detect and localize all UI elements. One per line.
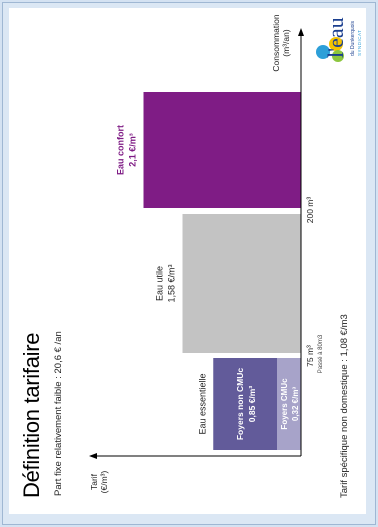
value-foyers-cmuc: 0,32 €/m³ xyxy=(291,387,300,422)
bar-eau-confort xyxy=(143,92,301,208)
x-tick-note: Passé à 80m3 xyxy=(318,334,324,373)
logo-icon xyxy=(316,37,344,62)
y-axis-arrow xyxy=(89,453,97,459)
tier-label-essentielle: Eau essentielle xyxy=(197,373,207,434)
tariff-chart: Foyers non CMUc 0,85 €/m³ Foyers CMUc 0,32 … xyxy=(89,28,324,459)
bar-eau-utile xyxy=(182,214,301,353)
slide-content: Définition tarifaire Part fixe relativem… xyxy=(9,8,366,514)
logo-dot-blue xyxy=(316,45,330,59)
logo-subtitle: du Dunkerquois xyxy=(350,20,356,56)
slide: Définition tarifaire Part fixe relativem… xyxy=(9,8,366,514)
bar-foyers-non-cmuc xyxy=(213,358,277,450)
logo-dot-yellow xyxy=(329,37,343,51)
logo-text: l'eau xyxy=(323,17,348,58)
x-axis-arrow xyxy=(298,28,304,36)
tier-price-confort: 2,1 €/m³ xyxy=(128,133,138,167)
footer-note: Tarif spécifique non domestique : 1,08 €… xyxy=(339,314,350,498)
label-foyers-cmuc: Foyers CMUc xyxy=(280,378,289,430)
tier-label-confort: Eau confort xyxy=(116,125,126,175)
tier-label-utile: Eau utile xyxy=(155,266,165,301)
logo-caption: SYNDICAT xyxy=(357,29,362,56)
tier-price-utile: 1,58 €/m³ xyxy=(167,264,177,302)
value-foyers-non-cmuc: 0,85 €/m³ xyxy=(247,386,257,423)
x-tick-label-200: 200 m³ xyxy=(305,197,315,224)
label-foyers-non-cmuc: Foyers non CMUc xyxy=(235,368,245,441)
bar-foyers-cmuc xyxy=(277,358,301,450)
x-tick-label-75: 75 m³ xyxy=(305,345,315,367)
logo-dot-green xyxy=(332,50,344,62)
